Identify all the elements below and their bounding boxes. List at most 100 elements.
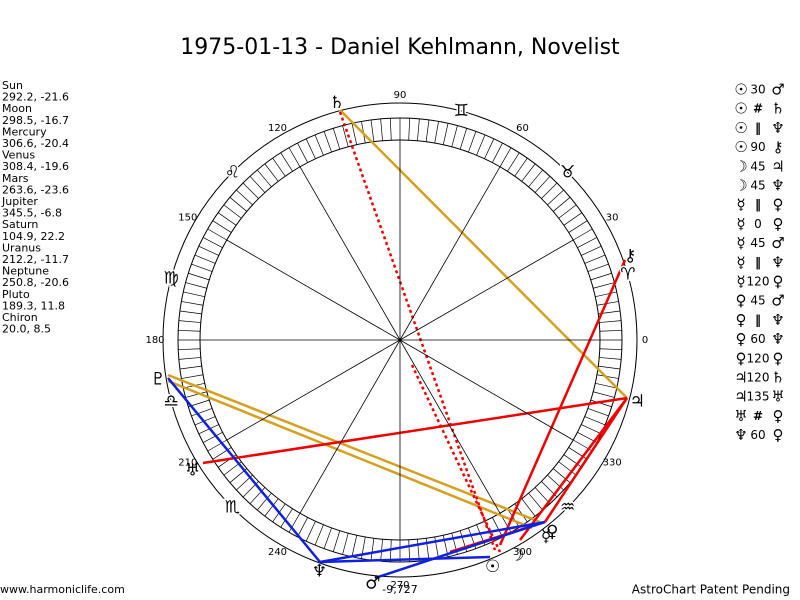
aspect-planet-a: ☿ — [736, 196, 745, 214]
ring-tick — [249, 487, 266, 504]
ring-tick — [351, 123, 358, 145]
ring-tick — [194, 254, 216, 264]
ring-tick — [541, 182, 558, 199]
aspect-planet-a: ☉ — [734, 81, 747, 99]
aspect-planet-b: ⚷ — [773, 138, 784, 156]
aspect-planet-a: ♀ — [736, 311, 747, 329]
ring-tick — [468, 131, 477, 153]
outer-circle — [162, 102, 638, 578]
zodiac-sign: ♌ — [225, 162, 240, 182]
planet-name: Neptune — [2, 265, 49, 278]
aspect-planet-a: ♃ — [734, 388, 747, 406]
ring-tick — [476, 134, 486, 156]
aspect-planet-b: ♆ — [771, 177, 784, 195]
ring-tick — [272, 157, 286, 177]
ring-tick — [297, 517, 308, 538]
zodiac-sign: ♍ — [163, 269, 178, 289]
planet-coords: 20.0, 8.5 — [2, 323, 51, 336]
ring-tick — [584, 416, 606, 426]
planet-name: Pluto — [2, 288, 30, 301]
ring-tick — [492, 142, 503, 163]
aspect-type: # — [753, 102, 763, 116]
planet-name: Jupiter — [1, 195, 38, 208]
aspect-type: 30 — [750, 83, 765, 97]
aspect-planet-b: ♆ — [771, 311, 784, 329]
ring-tick — [342, 533, 349, 555]
ring-tick — [380, 118, 383, 141]
ring-tick — [242, 182, 259, 199]
zodiac-sign: ♉ — [560, 162, 575, 182]
ring-tick — [314, 134, 324, 156]
degree-label: 210 — [178, 458, 197, 469]
ring-tick — [451, 125, 458, 147]
ring-tick — [229, 197, 248, 212]
ring-tick — [332, 530, 341, 552]
ring-tick — [547, 189, 564, 206]
aspect-planet-b: ♆ — [771, 253, 784, 271]
aspect-type: ‖ — [755, 255, 761, 269]
aspect-type: 45 — [750, 179, 765, 193]
spoke — [399, 339, 501, 514]
ring-tick — [598, 365, 621, 370]
aspect-planet-a: ♆ — [734, 426, 747, 444]
ring-tick — [288, 513, 301, 533]
planet-coords: 212.2, -11.7 — [2, 253, 69, 266]
planet-glyph: ♇ — [151, 370, 166, 390]
ring-tick — [595, 291, 617, 298]
aspect-planet-a: ☽ — [734, 157, 747, 175]
aspect-planet-a: ☿ — [736, 253, 745, 271]
planet-coords: 298.5, -16.7 — [2, 114, 69, 127]
planet-glyph: ☿ — [541, 527, 551, 547]
spoke — [226, 239, 401, 341]
ring-tick — [389, 539, 392, 562]
ring-tick — [202, 237, 223, 248]
aspect-planet-b: ♆ — [771, 119, 784, 137]
aspect-planet-b: ♀ — [773, 407, 784, 425]
aspect-planet-b: ♃ — [771, 157, 784, 175]
ring-tick — [442, 123, 449, 145]
aspect-planet-a: ☿ — [736, 273, 745, 291]
planet-name: Mars — [2, 172, 29, 185]
planet-coords: 263.6, -23.6 — [2, 183, 69, 196]
aspect-planet-b: ♅ — [771, 388, 784, 406]
ring-tick — [178, 357, 201, 360]
aspect-planet-a: ☉ — [734, 119, 747, 137]
planet-glyph: ♆ — [312, 561, 327, 581]
aspect-planet-b: ♂ — [771, 81, 784, 99]
aspect-line — [319, 555, 491, 564]
ring-tick — [514, 157, 528, 177]
ring-tick — [217, 212, 237, 226]
aspect-line — [167, 379, 533, 530]
degree-label: 30 — [606, 213, 619, 224]
ring-tick — [370, 119, 375, 142]
ring-tick — [425, 119, 430, 142]
zodiac-sign: ♏ — [225, 498, 240, 518]
planet-coords: 308.4, -19.6 — [2, 160, 69, 173]
aspect-planet-a: ☿ — [736, 215, 745, 233]
ring-tick — [492, 517, 503, 538]
ring-tick — [179, 365, 202, 370]
planet-name: Saturn — [2, 218, 38, 231]
degree-label: 120 — [268, 123, 287, 134]
ring-tick — [587, 408, 609, 417]
zodiac-sign: ♊ — [454, 101, 469, 121]
planet-glyph: ☽ — [509, 545, 524, 565]
planet-coords: 250.8, -20.6 — [2, 276, 69, 289]
ring-tick — [581, 245, 602, 256]
degree-label: 150 — [178, 213, 197, 224]
spoke — [399, 239, 574, 341]
ring-tick — [236, 189, 253, 206]
ring-tick — [563, 454, 583, 468]
degree-label: 180 — [145, 335, 164, 346]
aspect-planet-b: ♂ — [771, 234, 784, 252]
ring-tick — [178, 320, 201, 323]
aspect-type: 0 — [754, 217, 762, 231]
aspect-line — [167, 373, 541, 524]
ring-tick — [212, 447, 232, 460]
ring-tick — [590, 272, 612, 281]
aspect-planet-b: ♀ — [773, 215, 784, 233]
aspect-planet-b: ♀ — [773, 196, 784, 214]
zodiac-sign: ♎ — [163, 391, 178, 411]
ring-tick — [280, 152, 293, 172]
